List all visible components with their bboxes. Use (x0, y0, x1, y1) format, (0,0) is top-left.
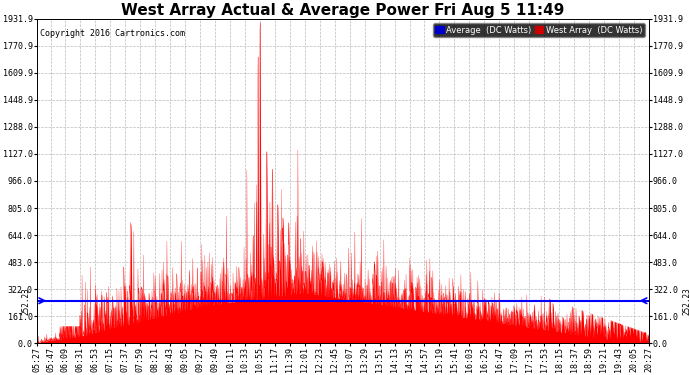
Text: Copyright 2016 Cartronics.com: Copyright 2016 Cartronics.com (40, 28, 185, 38)
Text: 252.23: 252.23 (682, 287, 690, 315)
Legend: Average  (DC Watts), West Array  (DC Watts): Average (DC Watts), West Array (DC Watts… (433, 23, 644, 37)
Title: West Array Actual & Average Power Fri Aug 5 11:49: West Array Actual & Average Power Fri Au… (121, 3, 564, 18)
Text: 252.23: 252.23 (21, 287, 30, 315)
